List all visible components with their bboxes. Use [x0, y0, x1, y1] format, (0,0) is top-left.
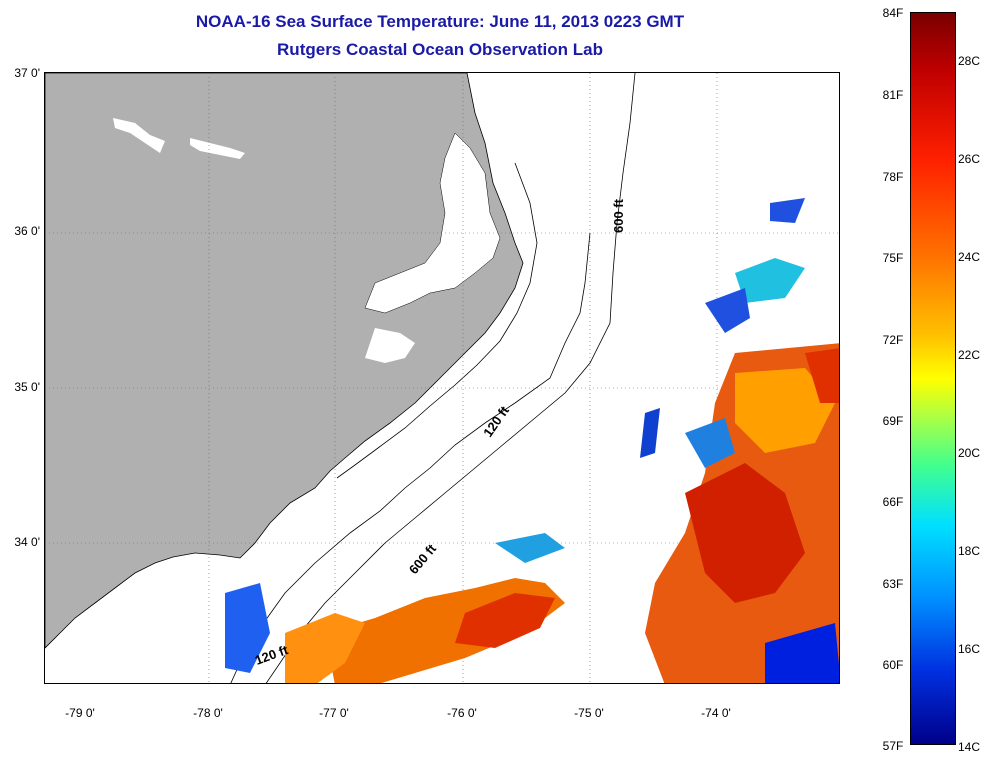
f-label-72: 72F: [882, 333, 904, 347]
c-label-14: 14C: [958, 740, 981, 754]
barrier-coast: [336, 162, 538, 479]
sst-map[interactable]: 600 ft 120 ft 600 ft 120 ft: [44, 72, 840, 684]
f-label-75: 75F: [882, 251, 904, 265]
lat-label-36: 36 0': [14, 224, 40, 238]
lon-label-77: -77 0': [319, 706, 349, 720]
sst-patches: [225, 198, 839, 683]
c-label-20: 20C: [958, 446, 981, 460]
map-subtitle: Rutgers Coastal Ocean Observation Lab: [277, 40, 603, 59]
c-label-18: 18C: [958, 544, 981, 558]
map-canvas: 600 ft 120 ft 600 ft 120 ft: [45, 73, 839, 683]
lon-label-74: -74 0': [701, 706, 731, 720]
lat-label-37: 37 0': [14, 66, 40, 80]
isobath-600-north: [265, 73, 636, 683]
f-label-57: 57F: [882, 739, 904, 753]
f-label-63: 63F: [882, 577, 904, 591]
f-label-66: 66F: [882, 495, 904, 509]
lat-label-35: 35 0': [14, 380, 40, 394]
isobath-120: [230, 232, 591, 683]
lon-label-78: -78 0': [193, 706, 223, 720]
inlet-2: [190, 138, 245, 159]
lat-label-34: 34 0': [14, 535, 40, 549]
c-label-24: 24C: [958, 250, 981, 264]
f-label-84: 84F: [882, 6, 904, 20]
f-label-81: 81F: [882, 88, 904, 102]
sound-water: [364, 132, 501, 314]
c-label-26: 26C: [958, 152, 981, 166]
lon-label-75: -75 0': [574, 706, 604, 720]
isobath-label-600-south: 600 ft: [406, 541, 440, 577]
f-label-78: 78F: [882, 170, 904, 184]
c-label-16: 16C: [958, 642, 981, 656]
land-mass: [45, 73, 524, 649]
inlet-1: [113, 118, 165, 153]
lon-label-76: -76 0': [447, 706, 477, 720]
f-label-69: 69F: [882, 414, 904, 428]
c-label-28: 28C: [958, 54, 981, 68]
inlet-3: [365, 328, 415, 363]
lon-label-79: -79 0': [65, 706, 95, 720]
isobath-label-600-north: 600 ft: [611, 198, 626, 233]
c-label-22: 22C: [958, 348, 981, 362]
map-title: NOAA-16 Sea Surface Temperature: June 11…: [195, 12, 685, 31]
temperature-colorbar: [910, 12, 956, 745]
graticule: [45, 73, 839, 683]
f-label-60: 60F: [882, 658, 904, 672]
